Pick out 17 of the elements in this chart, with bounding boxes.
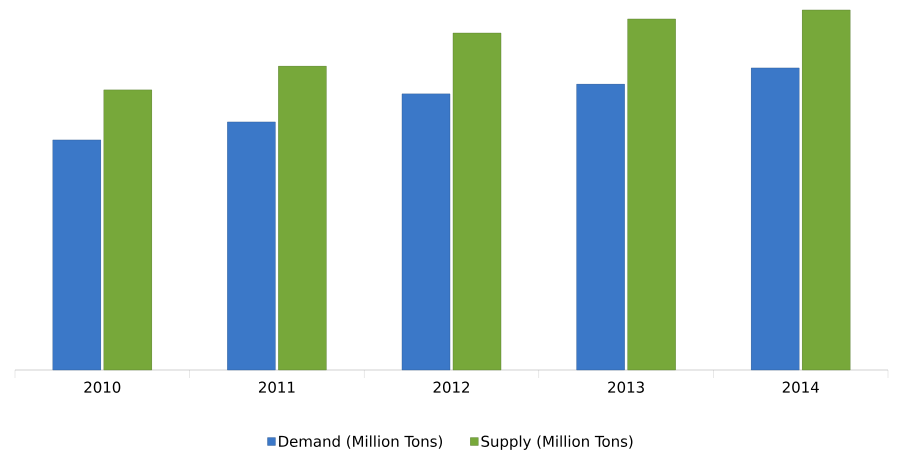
x-tick-label: 2014	[782, 382, 819, 393]
bar	[452, 32, 502, 370]
legend-label: Demand (Million Tons)	[279, 435, 442, 449]
legend-label: Supply (Million Tons)	[481, 435, 632, 450]
bar	[227, 122, 276, 370]
bar	[52, 140, 101, 370]
bar	[802, 10, 850, 370]
x-tick-label: 2010	[84, 382, 120, 393]
bar	[576, 84, 625, 370]
x-tick-label: 2011	[258, 382, 295, 393]
x-tick-label: 2013	[608, 382, 644, 393]
x-tick-label: 2012	[434, 382, 470, 393]
bar	[402, 94, 450, 370]
bar	[751, 68, 800, 370]
bar	[627, 18, 676, 370]
bar	[104, 90, 152, 370]
bar	[278, 66, 327, 370]
